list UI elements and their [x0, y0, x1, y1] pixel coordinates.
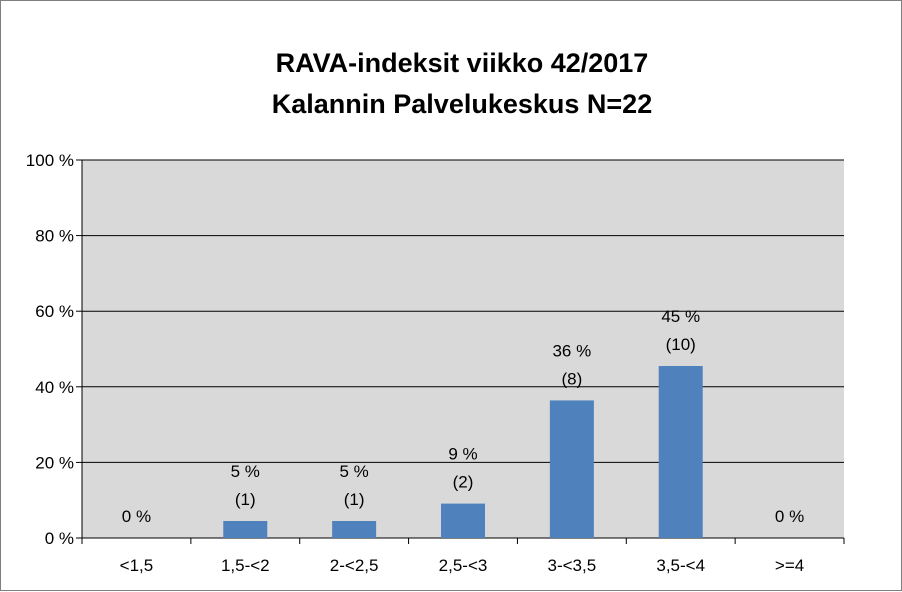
bar-3 — [441, 503, 485, 538]
x-tick-label: >=4 — [775, 556, 804, 575]
data-label: 0 % — [122, 507, 151, 526]
bar-2 — [332, 520, 377, 538]
bar-1 — [223, 520, 268, 538]
x-tick-label: 3,5-<4 — [656, 556, 705, 575]
chart-title-line-2: Kalannin Palvelukeskus N=22 — [272, 89, 652, 119]
y-tick-label: 80 % — [35, 227, 74, 246]
x-tick-label: 3-<3,5 — [548, 556, 597, 575]
data-label: 5 % — [231, 462, 260, 481]
y-tick-label: 20 % — [35, 453, 74, 472]
data-label: 0 % — [775, 507, 804, 526]
x-tick-label: 2-<2,5 — [330, 556, 379, 575]
data-label: 9 % — [448, 445, 477, 464]
y-tick-label: 40 % — [35, 378, 74, 397]
y-tick-label: 60 % — [35, 302, 74, 321]
data-label: 5 % — [339, 462, 368, 481]
data-label: (1) — [344, 490, 365, 509]
data-label: (8) — [561, 369, 582, 388]
data-label: 45 % — [661, 307, 700, 326]
plot-area — [82, 160, 844, 538]
data-label: (2) — [453, 473, 474, 492]
bar-5 — [658, 366, 703, 538]
data-label: (10) — [666, 335, 696, 354]
data-label: (1) — [235, 490, 256, 509]
chart-title-line-1: RAVA-indeksit viikko 42/2017 — [276, 48, 649, 78]
data-label: 36 % — [552, 341, 591, 360]
x-tick-label: 1,5-<2 — [221, 556, 270, 575]
x-tick-label: <1,5 — [120, 556, 154, 575]
bar-4 — [549, 400, 594, 538]
x-tick-label: 2,5-<3 — [439, 556, 488, 575]
y-tick-label: 100 % — [26, 151, 74, 170]
y-tick-label: 0 % — [45, 529, 74, 548]
